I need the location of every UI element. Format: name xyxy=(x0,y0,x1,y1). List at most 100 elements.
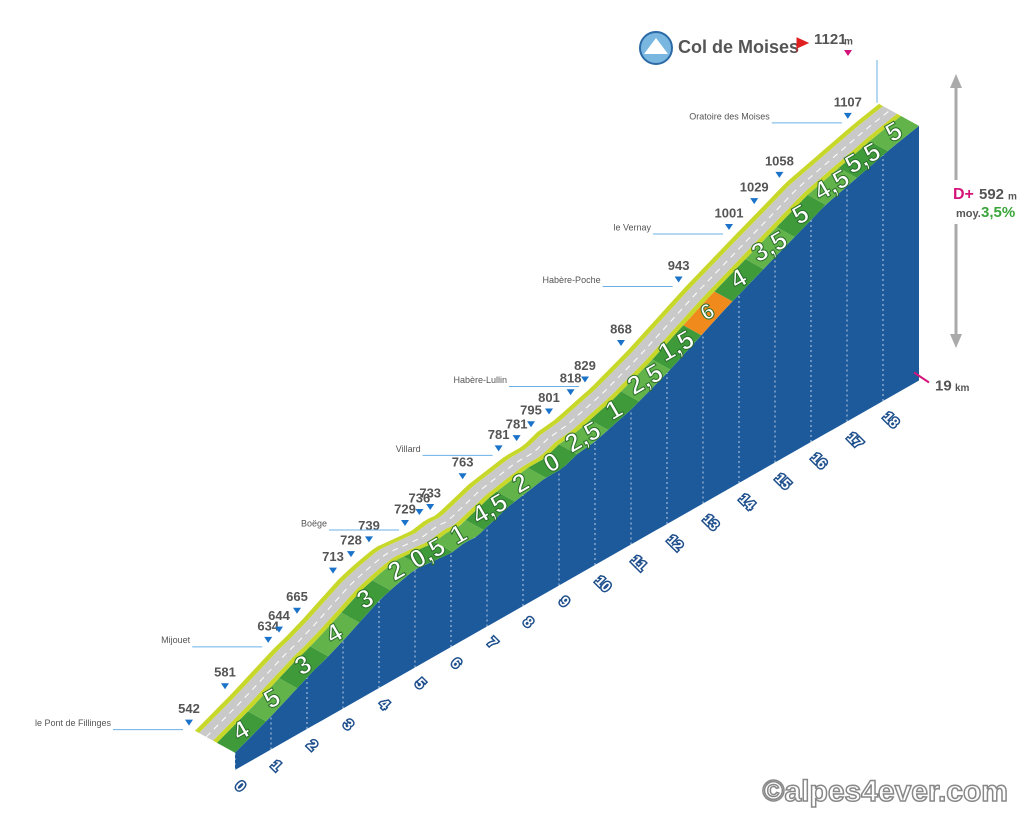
elevation-marker xyxy=(512,435,521,442)
gradient-block xyxy=(217,711,267,753)
climb-unit: m xyxy=(1008,192,1017,203)
km-label: 15 xyxy=(772,470,794,492)
gradient-block xyxy=(838,141,888,178)
elevation-label: 801 xyxy=(538,390,560,405)
place-label: Mijouet xyxy=(161,635,191,645)
elevation-marker xyxy=(494,445,503,452)
place-label: le Vernay xyxy=(613,222,651,232)
gradient-block xyxy=(621,359,671,402)
road xyxy=(199,106,897,741)
gradient-block xyxy=(869,115,919,152)
road-edge xyxy=(195,103,883,733)
title-block: Col de Moises 1121 m xyxy=(639,31,853,65)
elevation-marker xyxy=(725,223,733,230)
gradient-block xyxy=(465,491,515,530)
elevation-marker xyxy=(293,607,301,614)
km-label: 4 xyxy=(376,695,393,712)
chart-title: Col de Moises xyxy=(678,37,799,57)
gradient-block xyxy=(341,580,391,623)
gradient-block xyxy=(403,541,453,567)
elevation-label: 739 xyxy=(358,518,380,533)
elevation-marker xyxy=(401,520,409,527)
km-label: 6 xyxy=(448,654,465,671)
gradient-block xyxy=(372,556,422,591)
climb-summary: D+ 592 m moy. 3,5% xyxy=(945,74,1024,348)
elevation-label: 1001 xyxy=(715,205,744,220)
km-label: 5 xyxy=(412,675,429,692)
elevation-label: 736 xyxy=(409,490,431,505)
elevation-label: 781 xyxy=(488,427,510,442)
summary-bg xyxy=(945,180,1024,224)
elevation-label: 795 xyxy=(520,403,542,418)
average-label: moy. xyxy=(956,208,981,220)
road-edge xyxy=(213,113,901,743)
elevation-label: 581 xyxy=(214,665,236,680)
elevation-label: 829 xyxy=(574,358,596,373)
gradient-block xyxy=(496,467,546,502)
elevation-marker xyxy=(527,421,535,428)
km-label: 0 xyxy=(232,777,249,794)
elevation-marker xyxy=(674,276,683,283)
km-label: 11 xyxy=(628,552,650,574)
elevation-label: 763 xyxy=(452,455,474,470)
km-label: 12 xyxy=(664,531,686,553)
gradient-block xyxy=(527,444,577,478)
km-label: 7 xyxy=(484,634,501,651)
gradient-block xyxy=(745,227,795,270)
km-label: 3 xyxy=(340,716,357,733)
gradient-block xyxy=(310,612,360,657)
elevation-marker xyxy=(581,376,589,383)
elevation-marker xyxy=(843,112,852,119)
elevation-marker xyxy=(329,567,337,574)
elevation-label: 713 xyxy=(322,549,344,564)
elevation-label: 728 xyxy=(340,533,362,548)
summit-flag xyxy=(796,37,810,52)
gradient-block xyxy=(807,168,857,205)
gradient-block xyxy=(559,420,609,455)
gradient-block xyxy=(776,194,826,237)
gradient-block xyxy=(683,291,733,336)
gradient-block xyxy=(714,259,764,302)
elevation-label: 733 xyxy=(419,485,441,500)
summit-unit: m xyxy=(844,37,853,48)
credit: ©alpes4ever.com xyxy=(762,775,1008,808)
elevation-marker xyxy=(750,198,759,205)
elevation-marker xyxy=(617,340,625,347)
gradient-block xyxy=(434,520,484,552)
elevation-marker xyxy=(458,473,467,480)
place-label: le Pont de Fillinges xyxy=(35,718,112,728)
elevation-label: 943 xyxy=(668,258,690,273)
place-label: Oratoire des Moises xyxy=(689,111,770,121)
elevation-marker xyxy=(566,389,575,396)
elevation-label: 542 xyxy=(178,701,200,716)
km-label: 2 xyxy=(304,736,321,753)
gradient-block xyxy=(590,391,640,430)
elevation-label: 665 xyxy=(286,589,308,604)
elevation-marker xyxy=(365,536,373,543)
gradient-block xyxy=(279,646,329,689)
elevation-label: 644 xyxy=(268,608,290,623)
elevation-marker xyxy=(185,719,193,726)
elevation-label: 1107 xyxy=(834,94,862,109)
average-value: 3,5% xyxy=(981,204,1015,221)
elevation-label: 781 xyxy=(506,417,528,432)
elevation-label: 634 xyxy=(257,618,279,633)
place-label: Habère-Poche xyxy=(543,275,601,285)
elevation-marker xyxy=(347,551,355,558)
elevation-label: 818 xyxy=(560,371,582,386)
elevation-marker xyxy=(275,626,283,633)
place-label: Villard xyxy=(396,444,421,454)
front-face xyxy=(235,125,919,770)
elevation-marker xyxy=(775,171,784,178)
distance-value: 19 xyxy=(935,377,952,394)
km-label: 1 xyxy=(268,757,285,774)
distance-unit: km xyxy=(955,383,970,394)
km-label: 17 xyxy=(844,429,866,451)
elevation-marker xyxy=(415,508,424,515)
elevation-marker xyxy=(221,683,229,690)
climb-label: D+ xyxy=(953,186,974,203)
km-label: 8 xyxy=(520,613,537,630)
elevation-marker xyxy=(264,636,273,643)
